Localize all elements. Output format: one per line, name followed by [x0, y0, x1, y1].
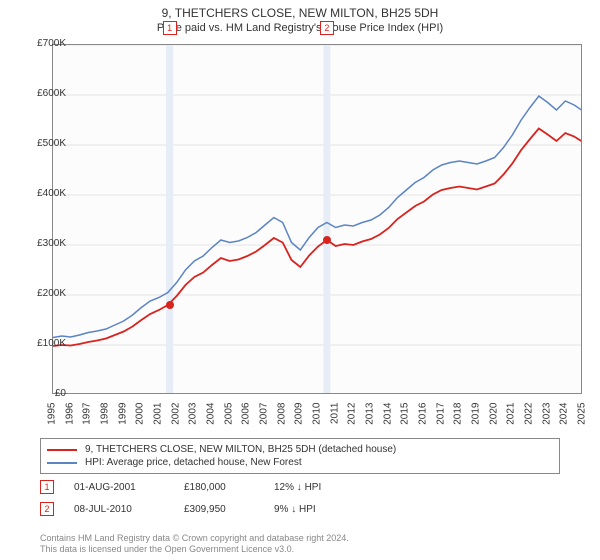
xlabel-2011: 2011 — [329, 403, 340, 433]
annotation-1-date: 01-AUG-2001 — [74, 482, 164, 493]
annotation-2-date: 08-JUL-2010 — [74, 504, 164, 515]
xlabel-2020: 2020 — [488, 403, 499, 433]
xlabel-1999: 1999 — [117, 403, 128, 433]
xlabel-1996: 1996 — [64, 403, 75, 433]
legend-label-hpi: HPI: Average price, detached house, New … — [85, 457, 302, 468]
plot-svg — [53, 45, 581, 393]
chart-subtitle: Price paid vs. HM Land Registry's House … — [0, 20, 600, 38]
annotation-1-price: £180,000 — [184, 482, 254, 493]
legend-swatch-hpi — [47, 462, 77, 464]
xlabel-2021: 2021 — [506, 403, 517, 433]
xlabel-2013: 2013 — [365, 403, 376, 433]
xlabel-1997: 1997 — [82, 403, 93, 433]
xlabel-2008: 2008 — [276, 403, 287, 433]
legend-item-property: 9, THETCHERS CLOSE, NEW MILTON, BH25 5DH… — [47, 443, 553, 456]
xlabel-2023: 2023 — [541, 403, 552, 433]
xlabel-2005: 2005 — [223, 403, 234, 433]
xlabel-2016: 2016 — [418, 403, 429, 433]
ylabel-7: £700K — [20, 38, 66, 49]
xlabel-2015: 2015 — [400, 403, 411, 433]
legend-item-hpi: HPI: Average price, detached house, New … — [47, 456, 553, 469]
ylabel-4: £400K — [20, 188, 66, 199]
xlabel-2009: 2009 — [294, 403, 305, 433]
annotation-2-box: 2 — [40, 502, 54, 516]
marker-box-1: 1 — [163, 21, 177, 35]
ylabel-0: £0 — [20, 388, 66, 399]
xlabel-2006: 2006 — [241, 403, 252, 433]
xlabel-2002: 2002 — [170, 403, 181, 433]
annotation-1-delta: 12% ↓ HPI — [274, 482, 321, 493]
chart-area: 12 — [52, 44, 582, 394]
xlabel-1995: 1995 — [47, 403, 58, 433]
annotation-1: 1 01-AUG-2001 £180,000 12% ↓ HPI — [40, 480, 321, 494]
legend: 9, THETCHERS CLOSE, NEW MILTON, BH25 5DH… — [40, 438, 560, 474]
ylabel-6: £600K — [20, 88, 66, 99]
license-line1: Contains HM Land Registry data © Crown c… — [40, 533, 349, 545]
price-dot-2 — [323, 236, 331, 244]
xlabel-2010: 2010 — [312, 403, 323, 433]
xlabel-2014: 2014 — [382, 403, 393, 433]
xlabel-2025: 2025 — [577, 403, 588, 433]
legend-swatch-property — [47, 449, 77, 451]
xlabel-2019: 2019 — [471, 403, 482, 433]
xlabel-1998: 1998 — [100, 403, 111, 433]
xlabel-2022: 2022 — [524, 403, 535, 433]
ylabel-5: £500K — [20, 138, 66, 149]
annotation-2-price: £309,950 — [184, 504, 254, 515]
xlabel-2024: 2024 — [559, 403, 570, 433]
price-dot-1 — [166, 301, 174, 309]
legend-label-property: 9, THETCHERS CLOSE, NEW MILTON, BH25 5DH… — [85, 444, 396, 455]
ylabel-2: £200K — [20, 288, 66, 299]
annotation-2: 2 08-JUL-2010 £309,950 9% ↓ HPI — [40, 502, 316, 516]
xlabel-2003: 2003 — [188, 403, 199, 433]
xlabel-2017: 2017 — [435, 403, 446, 433]
xlabel-2000: 2000 — [135, 403, 146, 433]
xlabel-2007: 2007 — [259, 403, 270, 433]
xlabel-2018: 2018 — [453, 403, 464, 433]
license-line2: This data is licensed under the Open Gov… — [40, 544, 349, 556]
marker-box-2: 2 — [320, 21, 334, 35]
xlabel-2004: 2004 — [206, 403, 217, 433]
xlabel-2012: 2012 — [347, 403, 358, 433]
ylabel-3: £300K — [20, 238, 66, 249]
xlabel-2001: 2001 — [153, 403, 164, 433]
annotation-1-box: 1 — [40, 480, 54, 494]
chart-title: 9, THETCHERS CLOSE, NEW MILTON, BH25 5DH — [0, 0, 600, 20]
license-text: Contains HM Land Registry data © Crown c… — [40, 533, 349, 556]
ylabel-1: £100K — [20, 338, 66, 349]
annotation-2-delta: 9% ↓ HPI — [274, 504, 316, 515]
